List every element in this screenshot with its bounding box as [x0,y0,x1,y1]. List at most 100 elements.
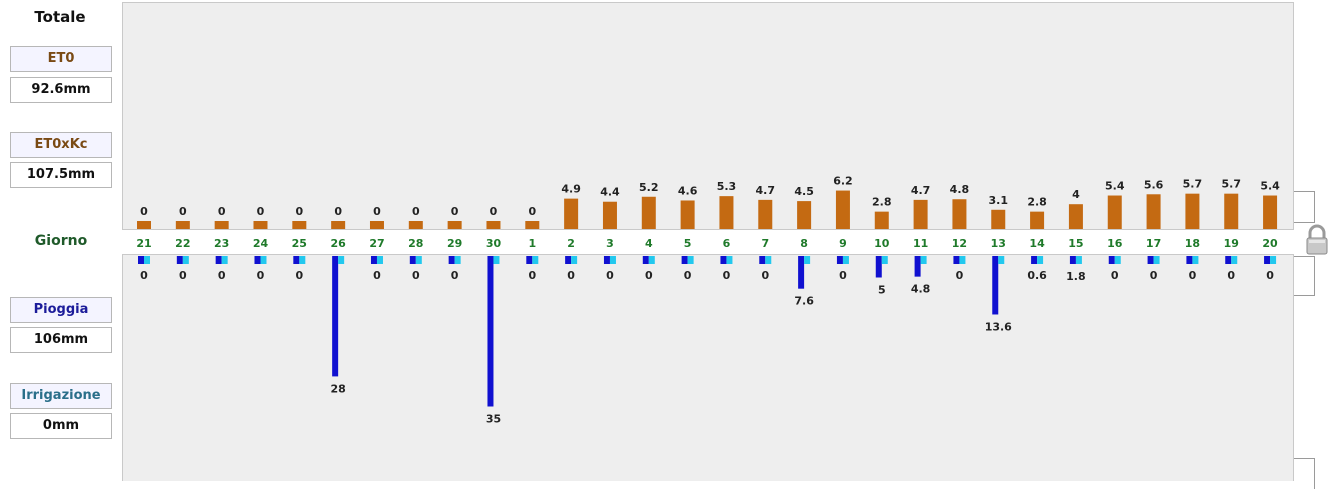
day-label: 27 [369,237,384,250]
et0-label: ET0 [10,46,112,72]
irrigation-bar [609,256,616,264]
rain-bar [720,256,727,264]
irrigation-bar [1153,256,1160,264]
irrigation-bar [376,256,383,264]
et0-value-label: 5.4 [1260,180,1280,193]
et0-bar [1030,211,1045,229]
irrigation-bar [648,256,655,264]
day-label: 11 [913,237,928,250]
et0-bar [641,196,656,229]
irrigation-bar [1270,256,1277,264]
rain-value-label: 5 [878,284,886,297]
et0-value-label: 0 [373,205,381,218]
et0-bar [331,221,346,229]
irrigation-bar [144,256,150,264]
rain-bar [176,256,183,264]
rain-value-label: 0 [451,269,459,282]
day-label: 7 [761,237,769,250]
day-label: 3 [606,237,614,250]
rain-bar [836,256,843,264]
rain-bar [681,256,688,264]
et0-bar [719,196,734,229]
et0-bar [991,209,1006,229]
irrigation-bar [842,256,849,264]
day-label: 13 [991,237,1006,250]
et0-value-label: 3.1 [989,194,1009,207]
rain-bar [293,256,300,264]
day-label: 16 [1107,237,1123,250]
rain-value-label: 0 [567,269,575,282]
irrigazione-label: Irrigazione [10,383,112,409]
rain-bar [409,256,416,264]
et0-value-label: 0 [490,205,498,218]
irrigation-bar [1114,256,1121,264]
day-label: 30 [486,237,502,250]
rain-value-label: 0 [956,269,964,282]
et0-bar [680,200,695,229]
irrigation-bar [260,256,267,264]
rain-bar [526,256,533,264]
rain-value-label: 4.8 [911,283,931,296]
rain-value-label: 0 [684,269,692,282]
day-label: 5 [684,237,692,250]
lock-icon[interactable] [1305,224,1329,256]
rain-bar [1186,256,1193,264]
day-label: 26 [330,237,346,250]
et0-bar [1107,195,1122,229]
lower-bracket [1294,256,1315,296]
rain-bar [1225,256,1232,264]
et0-value-label: 4.8 [950,183,970,196]
et0-bar [1068,204,1083,229]
day-label: 1 [528,237,536,250]
et0-value-label: 5.7 [1221,178,1241,191]
et0-bar [447,221,462,229]
rain-value-label: 0 [412,269,420,282]
rain-value-label: 0 [761,269,769,282]
et0-value-label: 4 [1072,188,1080,201]
totale-heading: Totale [34,8,86,26]
et0-bar [525,221,540,229]
rain-value-label: 13.6 [985,320,1012,333]
et0-total: 92.6mm [10,77,112,103]
irrigation-bar [299,256,306,264]
et0-bar [292,221,307,229]
irrigation-bar [454,256,461,264]
rain-value-label: 0 [1227,269,1235,282]
day-label: 4 [645,237,653,250]
rain-value-label: 0 [645,269,653,282]
day-label: 18 [1185,237,1200,250]
rain-value-label: 0 [140,269,148,282]
rain-panel [122,254,1294,481]
rain-value-label: 0 [295,269,303,282]
day-label: 21 [136,237,151,250]
et0-bar [486,221,501,229]
irrigation-bar [493,256,500,264]
et0-value-label: 0 [179,205,187,218]
irrigation-bar [998,256,1005,264]
et0-bar [408,221,423,229]
rain-bar [254,256,261,264]
et0-value-label: 5.6 [1144,178,1164,191]
rain-bar [565,256,572,264]
rain-bar [448,256,455,264]
irrigation-bar [687,256,694,264]
et0-bar [874,211,889,229]
rain-value-label: 1.8 [1066,270,1086,283]
day-strip [122,230,1294,254]
irrigation-bar [338,256,345,264]
et0-value-label: 0 [218,205,226,218]
rain-value-label: 35 [486,413,501,426]
irrigation-bar [532,256,539,264]
rain-value-label: 0 [1111,269,1119,282]
rain-bar [1069,256,1076,264]
irrigation-bar [415,256,422,264]
et0-bar [952,199,967,229]
day-label: 17 [1146,237,1161,250]
irrigation-bar [1075,256,1082,264]
rain-value-label: 7.6 [794,295,814,308]
et0-bar [1224,193,1239,229]
et0-bar [835,190,850,229]
pioggia-label: Pioggia [10,297,112,323]
rain-bar [138,256,144,264]
et0-value-label: 5.7 [1183,178,1203,191]
